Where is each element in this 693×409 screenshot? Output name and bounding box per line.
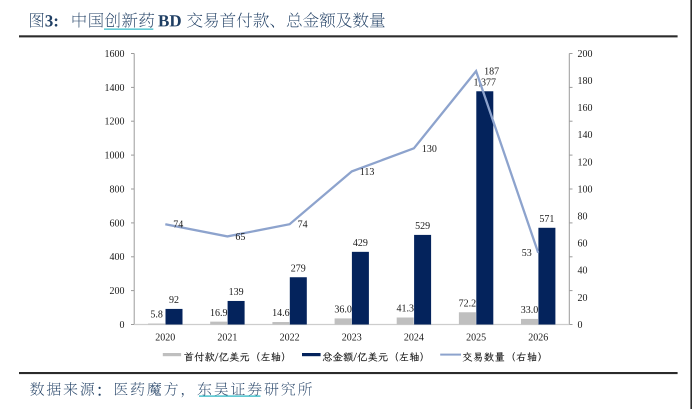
svg-text:40: 40 — [578, 266, 588, 277]
svg-text:0: 0 — [120, 320, 125, 331]
svg-text:16.9: 16.9 — [210, 308, 228, 319]
svg-text:139: 139 — [229, 287, 244, 298]
svg-text:113: 113 — [360, 167, 375, 178]
svg-text:600: 600 — [110, 218, 125, 229]
svg-text:100: 100 — [578, 184, 593, 195]
svg-text:60: 60 — [578, 239, 588, 250]
svg-text:800: 800 — [110, 184, 125, 195]
svg-text:1,377: 1,377 — [474, 78, 497, 89]
svg-text:429: 429 — [353, 238, 368, 249]
svg-text:2024: 2024 — [404, 333, 424, 344]
svg-text:2023: 2023 — [342, 333, 362, 344]
svg-text:200: 200 — [110, 286, 125, 297]
svg-text:74: 74 — [173, 220, 183, 231]
svg-text:2020: 2020 — [155, 333, 175, 344]
svg-text:180: 180 — [578, 76, 593, 87]
svg-text:74: 74 — [298, 220, 308, 231]
svg-text:130: 130 — [422, 144, 437, 155]
svg-text:187: 187 — [484, 67, 499, 78]
svg-text:53: 53 — [522, 248, 532, 259]
svg-text:92: 92 — [169, 295, 179, 306]
svg-text:65: 65 — [235, 232, 245, 243]
svg-text:1200: 1200 — [105, 117, 125, 128]
svg-text:400: 400 — [110, 252, 125, 263]
svg-text:2022: 2022 — [280, 333, 300, 344]
svg-text:1000: 1000 — [105, 151, 125, 162]
svg-text:2025: 2025 — [466, 333, 486, 344]
svg-text:5.8: 5.8 — [150, 310, 163, 321]
svg-text:14.6: 14.6 — [272, 308, 290, 319]
svg-text:529: 529 — [415, 221, 430, 232]
svg-text:571: 571 — [539, 214, 554, 225]
svg-text:279: 279 — [291, 263, 306, 274]
svg-text:120: 120 — [578, 157, 593, 168]
svg-text:33.0: 33.0 — [521, 305, 539, 316]
svg-text:2026: 2026 — [528, 333, 548, 344]
svg-text:1600: 1600 — [105, 49, 125, 60]
svg-text:20: 20 — [578, 293, 588, 304]
svg-text:72.2: 72.2 — [459, 299, 477, 310]
svg-text:1400: 1400 — [105, 83, 125, 94]
svg-text:0: 0 — [578, 320, 583, 331]
svg-text:80: 80 — [578, 212, 588, 223]
svg-text:41.3: 41.3 — [396, 304, 414, 315]
svg-text:2021: 2021 — [217, 333, 237, 344]
svg-text:36.0: 36.0 — [334, 305, 352, 316]
svg-text:160: 160 — [578, 103, 593, 114]
svg-text:200: 200 — [578, 49, 593, 60]
svg-text:140: 140 — [578, 130, 593, 141]
